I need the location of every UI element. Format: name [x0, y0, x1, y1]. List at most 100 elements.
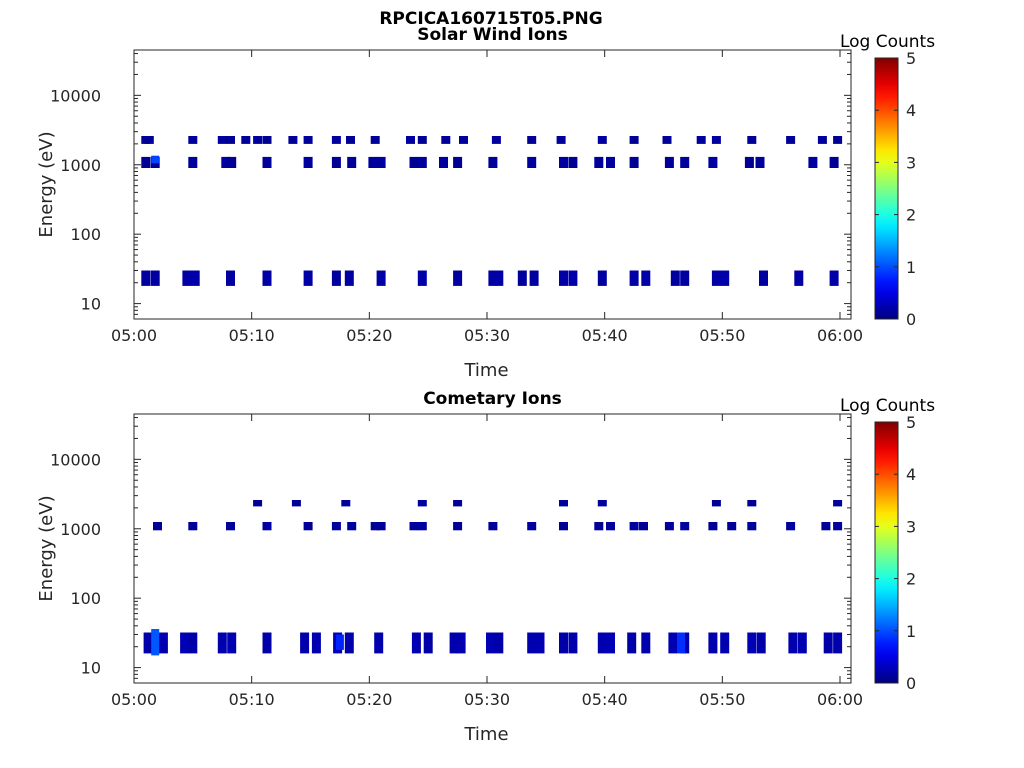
heatmap-cell — [441, 136, 451, 144]
heatmap-cell — [456, 632, 466, 654]
heatmap-cell — [629, 270, 639, 286]
heatmap-cell — [517, 270, 527, 286]
x-tick-label: 05:20 — [346, 326, 392, 345]
heatmap-cell — [406, 136, 415, 144]
x-tick-label: 06:00 — [817, 326, 863, 345]
heatmap-cell — [141, 156, 151, 168]
heatmap-cell — [370, 522, 380, 531]
heatmap-cell — [347, 522, 357, 531]
heatmap-cell — [262, 522, 272, 531]
heatmap-cell — [188, 156, 198, 168]
heatmap-cell — [829, 156, 839, 168]
colorbar-tick-label: 5 — [906, 413, 916, 432]
heatmap-cell — [680, 270, 690, 286]
heatmap-cell — [303, 156, 313, 168]
heatmap-cell — [226, 522, 235, 531]
heatmap-cell — [491, 136, 501, 144]
colorbar — [874, 421, 899, 684]
heatmap-cell — [639, 522, 648, 531]
heatmap-cell — [311, 632, 321, 654]
heatmap-cell — [808, 156, 818, 168]
heatmap-cell — [527, 156, 537, 168]
heatmap-cell — [747, 500, 757, 507]
x-tick-label: 05:30 — [464, 326, 510, 345]
colorbar-tick-label: 3 — [906, 517, 916, 536]
heatmap-cell — [759, 270, 768, 286]
colorbar-title: Log Counts — [840, 396, 935, 416]
heatmap-cell-hot — [335, 634, 344, 650]
heatmap-cell — [341, 500, 351, 507]
heatmap-cell — [494, 270, 504, 286]
x-tick-label: 06:00 — [817, 690, 863, 709]
heatmap-cell — [262, 136, 272, 144]
heatmap-cell — [696, 136, 706, 144]
heatmap-cell — [559, 500, 568, 507]
heatmap-cell — [374, 632, 384, 654]
heatmap-cell — [217, 632, 227, 654]
heatmap-cell — [488, 156, 498, 168]
y-tick-label: 100 — [70, 589, 101, 608]
heatmap-cell — [303, 522, 313, 531]
colorbar-tick-label: 0 — [906, 674, 916, 693]
heatmap-cell — [641, 632, 651, 654]
heatmap-cell — [241, 136, 251, 144]
heatmap-cell — [829, 270, 839, 286]
colorbar-tick-label: 1 — [906, 622, 916, 641]
heatmap-cell — [629, 156, 639, 168]
heatmap-cell — [486, 632, 495, 654]
heatmap-cell — [527, 136, 537, 144]
y-tick-label: 10000 — [50, 450, 101, 469]
heatmap-cell — [756, 632, 766, 654]
heatmap-cell — [347, 156, 357, 168]
heatmap-cell — [641, 270, 651, 286]
heatmap-cell — [788, 632, 798, 654]
heatmap-cell — [188, 136, 198, 144]
heatmap-cell — [817, 136, 827, 144]
heatmap-cell — [786, 522, 796, 531]
figure-title: RPCICA160715T05.PNG — [379, 9, 602, 29]
heatmap-cell — [158, 632, 168, 654]
x-tick-label: 05:10 — [229, 690, 275, 709]
heatmap-cell — [188, 522, 198, 531]
heatmap-cell — [627, 632, 637, 654]
heatmap-cell — [409, 522, 419, 531]
heatmap-cell — [629, 522, 639, 531]
heatmap-cell — [711, 136, 721, 144]
heatmap-cell — [346, 136, 355, 144]
heatmap-cell — [303, 136, 313, 144]
heatmap-cell — [226, 270, 235, 286]
heatmap-cell — [376, 156, 386, 168]
heatmap-cell — [227, 632, 237, 654]
heatmap-cell — [182, 270, 192, 286]
heatmap-cell — [417, 270, 427, 286]
heatmap-cell — [720, 632, 730, 654]
heatmap-cell — [262, 156, 272, 168]
x-tick-label: 05:50 — [699, 690, 745, 709]
heatmap-cell — [494, 632, 504, 654]
heatmap-cell — [535, 632, 545, 654]
heatmap-cell — [568, 270, 578, 286]
heatmap-cell — [417, 522, 427, 531]
y-tick-label: 10 — [81, 659, 101, 678]
heatmap-cell — [153, 522, 162, 531]
colorbar-title: Log Counts — [840, 32, 935, 52]
heatmap-cell — [680, 156, 690, 168]
heatmap-cell — [708, 632, 718, 654]
heatmap-cell — [417, 156, 427, 168]
heatmap-cell — [680, 522, 690, 531]
heatmap-cell — [331, 522, 341, 531]
heatmap-cell — [747, 632, 757, 654]
heatmap-cell — [597, 632, 607, 654]
heatmap-cell — [221, 156, 231, 168]
heatmap-cell — [376, 270, 386, 286]
heatmap-cell — [833, 632, 843, 654]
heatmap-cell — [449, 632, 459, 654]
heatmap-cell — [288, 136, 298, 144]
heatmap-cell — [744, 156, 754, 168]
heatmap-cell — [747, 136, 757, 144]
y-tick-label: 10 — [81, 295, 101, 314]
heatmap-cell — [556, 136, 566, 144]
y-tick-label: 1000 — [60, 520, 101, 539]
heatmap-cell — [344, 632, 354, 654]
